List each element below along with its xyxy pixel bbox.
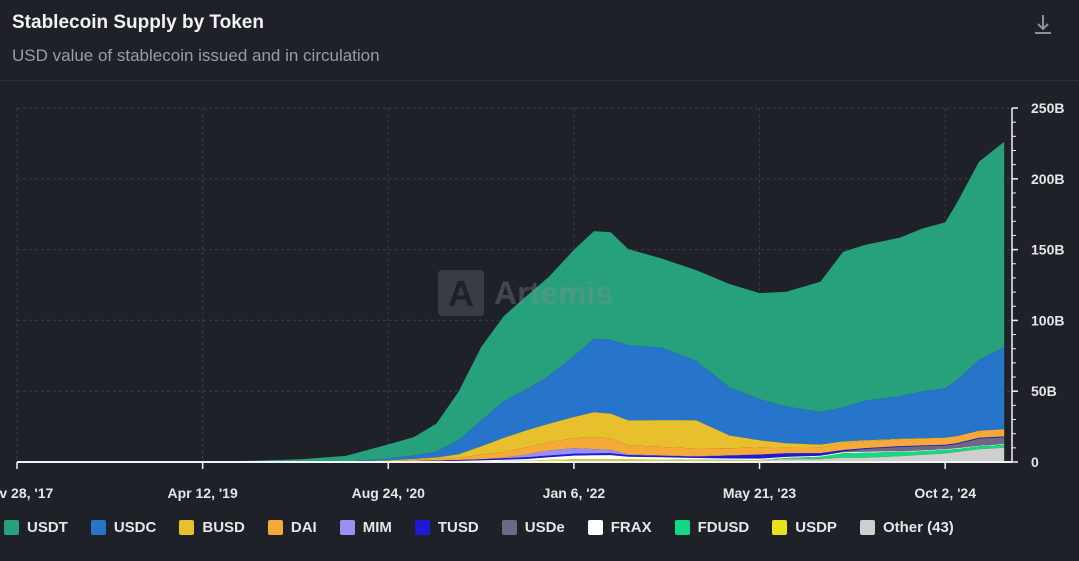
legend-item-usdp[interactable]: USDP xyxy=(772,519,837,536)
legend-swatch xyxy=(772,519,788,535)
chart-subtitle: USD value of stablecoin issued and in ci… xyxy=(12,46,380,65)
legend-label: USDe xyxy=(524,518,565,536)
series-area-usdc[interactable] xyxy=(17,338,1005,462)
series-area-usdt[interactable] xyxy=(17,141,1005,463)
legend-label: FRAX xyxy=(610,518,652,536)
chart-title: Stablecoin Supply by Token xyxy=(12,12,264,33)
legend-item-usdt[interactable]: USDT xyxy=(4,519,68,536)
legend-label: MIM xyxy=(362,518,392,536)
legend-swatch xyxy=(501,519,517,535)
chart-area: 0 50B 100B 150B 200B 250B Nov 28, '17 Apr 12, '… xyxy=(0,82,1079,561)
legend-label: USDP xyxy=(795,518,837,536)
legend-swatch xyxy=(179,519,195,535)
legend-swatch xyxy=(587,519,603,535)
legend-swatch xyxy=(4,519,19,535)
download-icon[interactable] xyxy=(1030,12,1056,38)
legend-label: FDUSD xyxy=(697,518,750,536)
legend-label: DAI xyxy=(290,518,317,536)
x-tick-label: Aug 24, '20 xyxy=(352,485,426,501)
y-tick-label: 200B xyxy=(1031,171,1064,187)
legend-swatch xyxy=(267,519,283,535)
legend-swatch xyxy=(414,519,430,535)
x-tick-label: Oct 2, '24 xyxy=(914,485,976,501)
series-area-mim[interactable] xyxy=(17,436,1005,462)
legend-swatch xyxy=(339,519,355,535)
legend-item-usde[interactable]: USDe xyxy=(501,518,565,536)
legend-item-fdusd[interactable]: FDUSD xyxy=(674,518,750,536)
watermark: Artemis xyxy=(438,270,613,316)
series-area-tusd[interactable] xyxy=(17,436,1005,463)
watermark-text: Artemis xyxy=(494,274,614,311)
legend-label: USDC xyxy=(113,518,157,536)
series-areas xyxy=(17,141,1005,463)
legend-label: Other (43) xyxy=(882,518,954,536)
y-tick-label: 50B xyxy=(1031,383,1057,399)
legend-swatch xyxy=(90,519,106,535)
x-tick-label: Nov 28, '17 xyxy=(0,485,54,501)
legend-swatch xyxy=(674,519,690,535)
legend-item-other-43[interactable]: Other (43) xyxy=(859,518,954,536)
x-tick-label: Jan 6, '22 xyxy=(543,485,606,501)
axes: 0 50B 100B 150B 200B 250B Nov 28, '17 Apr 12, '… xyxy=(0,100,1064,501)
series-area-busd[interactable] xyxy=(17,412,1005,462)
legend-item-frax[interactable]: FRAX xyxy=(587,518,652,536)
legend-item-dai[interactable]: DAI xyxy=(267,518,317,536)
x-tick-label: Apr 12, '19 xyxy=(168,485,238,501)
x-tick-label: May 21, '23 xyxy=(723,485,797,501)
legend-item-usdc[interactable]: USDC xyxy=(90,518,157,536)
legend-swatch xyxy=(859,519,875,535)
chart-header: Stablecoin Supply by Token USD value of … xyxy=(0,0,1079,81)
y-tick-label: 150B xyxy=(1031,242,1064,258)
chart-legend: USDT USDC BUSD DAI MIM TUSD USDe FRAX FDUSD USDP O… xyxy=(4,516,977,538)
y-tick-label: 100B xyxy=(1031,312,1064,328)
legend-item-busd[interactable]: BUSD xyxy=(179,519,245,536)
y-tick-label: 250B xyxy=(1031,100,1064,116)
legend-label: TUSD xyxy=(437,518,479,536)
legend-label: BUSD xyxy=(202,518,245,536)
artemis-logo-icon xyxy=(438,270,484,316)
legend-item-mim[interactable]: MIM xyxy=(339,518,392,536)
series-area-other-43[interactable] xyxy=(17,447,1005,462)
series-area-dai[interactable] xyxy=(17,429,1005,462)
legend-item-tusd[interactable]: TUSD xyxy=(414,518,479,536)
y-tick-label: 0 xyxy=(1031,454,1039,470)
stacked-area-chart: 0 50B 100B 150B 200B 250B Nov 28, '17 Apr 12, '… xyxy=(0,100,1064,501)
legend-label: USDT xyxy=(27,518,68,536)
